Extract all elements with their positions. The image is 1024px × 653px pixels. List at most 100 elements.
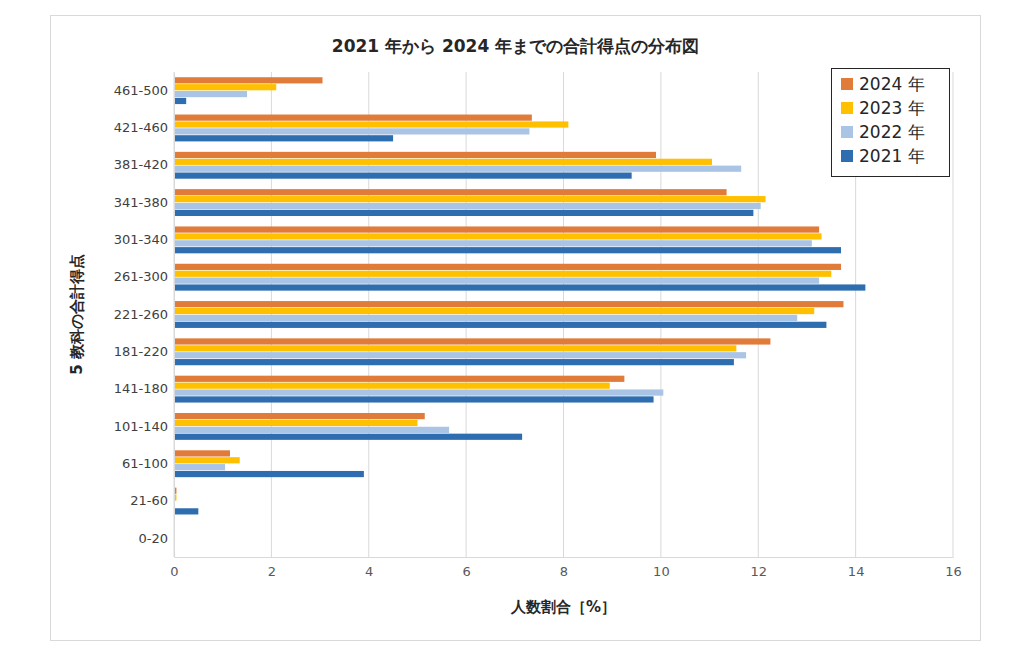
y-tick-label: 221-260 [114,307,168,322]
legend-swatch [841,78,853,90]
x-tick: 8 [560,557,568,579]
grid-line [174,72,175,557]
chart-svg: 02468101214160-2021-6061-100101-140141-1… [0,0,1024,653]
legend-label: 2021 年 [859,146,925,166]
legend-swatch [841,150,853,162]
bar [174,420,417,426]
bars [174,77,865,514]
legend-label: 2024 年 [859,74,925,94]
y-tick-label: 21-60 [130,493,168,508]
y-tick-label: 61-100 [122,456,168,471]
bar [174,315,797,321]
bar [174,396,654,402]
y-tick: 221-260 [114,307,174,322]
y-tick: 341-380 [114,195,174,210]
bar [174,226,819,232]
x-tick-label: 14 [848,564,865,579]
bar [174,121,568,127]
x-tick-label: 4 [365,564,373,579]
x-tick: 16 [945,557,962,579]
bar-series [174,98,865,515]
bar [174,264,841,270]
grid-line [563,72,564,557]
bar [174,434,522,440]
x-axis-title: 人数割合［%］ [510,598,616,616]
legend-item: 2024 年 [841,74,925,94]
x-tick: 4 [365,557,373,579]
bar [174,376,624,382]
chart-frame [51,16,981,641]
bar [174,338,770,344]
bar [174,210,753,216]
y-tick-label: 141-180 [114,381,168,396]
legend: 2024 年 2023 年 2022 年 2021 年 [832,69,950,177]
y-axis-title: 5 教科の合計得点 [68,254,86,375]
bar [174,383,610,389]
x-tick: 6 [462,557,470,579]
x-tick-label: 16 [945,564,962,579]
grid-line [660,72,661,557]
grid-line [368,72,369,557]
bar [174,322,826,328]
x-tick: 12 [750,557,767,579]
y-tick-label: 101-140 [114,419,168,434]
bar [174,471,364,477]
y-tick: 421-460 [114,120,174,135]
y-tick: 261-300 [114,269,174,284]
x-tick-label: 0 [170,564,178,579]
y-tick-label: 301-340 [114,232,168,247]
bar [174,457,240,463]
bar [174,98,186,104]
bar [174,271,831,277]
x-tick: 14 [848,557,865,579]
y-tick-label: 461-500 [114,83,168,98]
x-tick: 10 [653,557,670,579]
chart-title: 2021 年から 2024 年までの合計得点の分布図 [332,36,699,56]
bar [174,247,841,253]
bar [174,128,529,134]
bar [174,464,225,470]
x-tick-label: 10 [653,564,670,579]
bar [174,203,761,209]
x-tick-label: 6 [462,564,470,579]
y-tick: 301-340 [114,232,174,247]
legend-item: 2023 年 [841,98,925,118]
bar [174,359,734,365]
y-tick-label: 341-380 [114,195,168,210]
bar [174,301,843,307]
bar [174,152,656,158]
y-tick: 21-60 [130,493,174,508]
bar [174,352,746,358]
y-tick-label: 0-20 [138,531,168,546]
bar [174,240,812,246]
bar [174,115,532,121]
x-axis-line [175,557,954,558]
bar-series [174,91,819,470]
y-tick: 141-180 [114,381,174,396]
bar [174,413,425,419]
y-tick: 0-20 [138,531,174,546]
legend-label: 2022 年 [859,122,925,142]
y-tick: 101-140 [114,419,174,434]
bar [174,135,393,141]
legend-item: 2021 年 [841,146,925,166]
y-tick-label: 181-220 [114,344,168,359]
bar [174,450,230,456]
y-tick: 61-100 [122,456,174,471]
y-tick: 381-420 [114,157,174,172]
bar [174,189,727,195]
bar [174,173,632,179]
bar [174,233,822,239]
grid-line [271,72,272,557]
grid-line [953,72,954,557]
y-tick: 181-220 [114,344,174,359]
bar [174,84,276,90]
bar [174,77,322,83]
y-axis: 0-20 21-60 61-100 101-140 141-180 181-220 221-… [114,73,175,558]
x-tick: 0 [170,557,178,579]
y-tick-label: 421-460 [114,120,168,135]
x-axis: 0246810121416 [170,557,961,579]
bar [174,196,766,202]
x-tick-label: 8 [560,564,568,579]
legend-label: 2023 年 [859,98,925,118]
